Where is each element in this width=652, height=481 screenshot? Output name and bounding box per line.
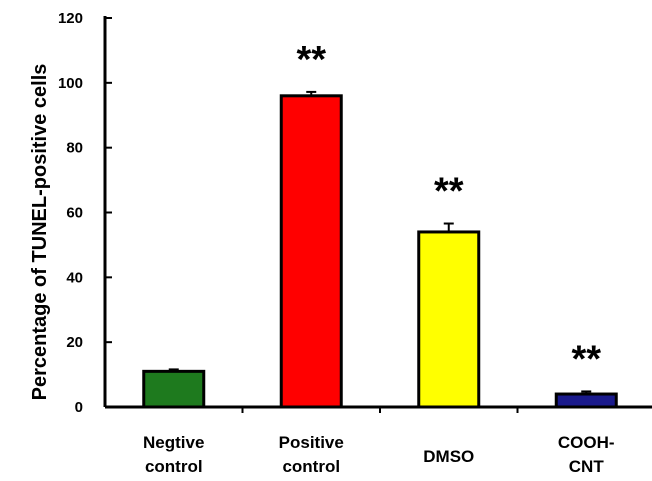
significance-marker: ** bbox=[296, 39, 326, 81]
x-category-label: control bbox=[282, 457, 340, 476]
significance-marker: ** bbox=[571, 338, 601, 380]
x-axis-labels: Negtive control Positive control DMSO COOH- CN… bbox=[143, 407, 615, 476]
bar bbox=[142, 369, 206, 409]
y-tick-label: 80 bbox=[66, 140, 83, 157]
y-tick-label: 20 bbox=[66, 334, 83, 351]
y-tick-label: 40 bbox=[66, 269, 83, 286]
x-category-label: CNT bbox=[569, 457, 605, 476]
bar bbox=[279, 94, 343, 409]
y-tick-label: 100 bbox=[58, 75, 83, 92]
y-axis-ticks: 0 20 40 60 80 100 120 bbox=[58, 10, 112, 416]
significance-marker: ** bbox=[434, 171, 464, 213]
x-category-label: control bbox=[145, 457, 203, 476]
y-tick-label: 120 bbox=[58, 10, 83, 27]
bar bbox=[554, 392, 618, 409]
x-category-label: COOH- bbox=[558, 433, 615, 452]
x-category-label: DMSO bbox=[423, 447, 474, 466]
y-axis-label: Percentage of TUNEL-positive cells bbox=[29, 64, 51, 401]
x-category-label: Positive bbox=[279, 433, 344, 452]
y-tick-label: 0 bbox=[75, 399, 83, 416]
bars: ** ** ** bbox=[142, 39, 618, 409]
y-tick-label: 60 bbox=[66, 205, 83, 222]
bar bbox=[417, 230, 481, 409]
x-category-label: Negtive bbox=[143, 433, 204, 452]
